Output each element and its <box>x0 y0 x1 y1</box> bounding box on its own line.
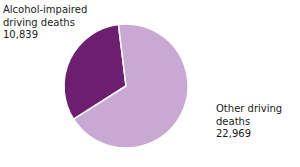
data-label: 22,969 <box>216 128 251 139</box>
data-label: 10,839 <box>3 29 38 40</box>
slice-label-line: deaths <box>216 116 250 127</box>
chart-container: Alcohol-impaired driving deaths10,839 Othe… <box>0 0 300 167</box>
slice-label-line: Other driving <box>216 103 282 114</box>
slice-label: Alcohol-impaired driving deaths <box>3 4 87 28</box>
pie-slice <box>74 24 188 148</box>
slice-label-line: driving deaths <box>3 17 75 28</box>
slices <box>64 24 188 148</box>
chart: Alcohol-impaired driving deaths10,839 Othe… <box>0 0 300 167</box>
slice-label-line: Alcohol-impaired <box>3 4 87 15</box>
slice-label: Other driving deaths <box>216 103 282 127</box>
